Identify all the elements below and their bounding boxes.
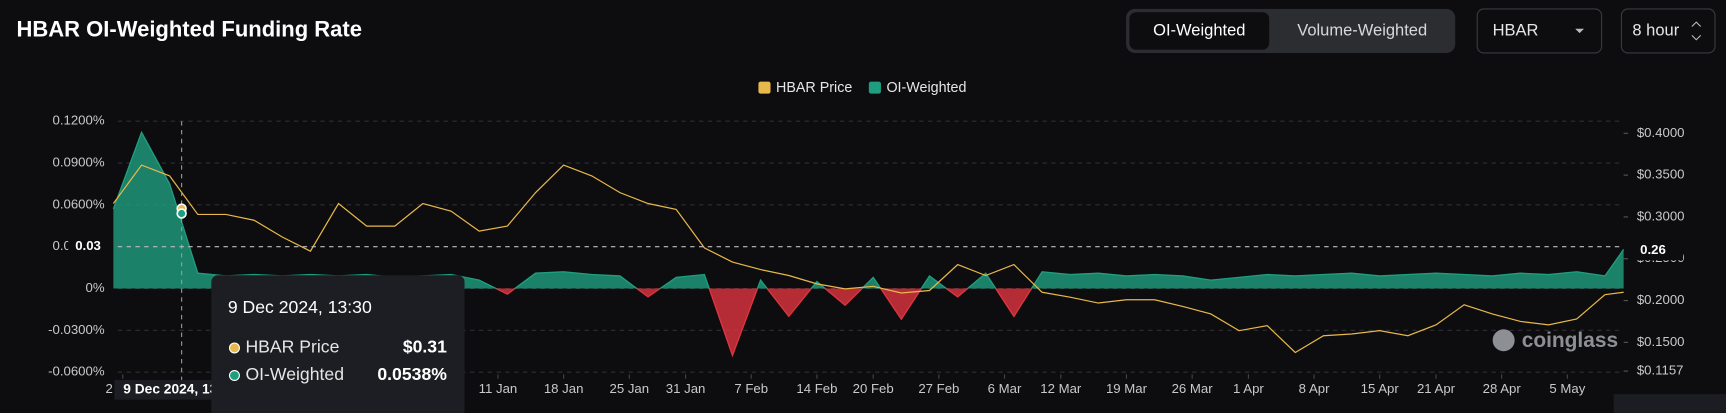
tooltip-box [211, 275, 465, 413]
x-tick-label: 11 Jan [479, 381, 518, 396]
scrollbar [1613, 394, 1726, 413]
spinner-arrows [1691, 21, 1702, 41]
y-tick-label: 0.0900% [53, 155, 105, 170]
legend-label: OI-Weighted [886, 80, 966, 96]
x-tick-label: 8 Apr [1299, 381, 1330, 396]
price-line [112, 164, 1624, 354]
y2-tick-label: $0.2000 [1637, 292, 1685, 307]
y-tick-label: 0% [86, 280, 105, 295]
x-tick-label: 27 Feb [918, 381, 959, 396]
legend-swatch [868, 81, 881, 94]
controls: HBAR 8 hour OI-Weighted Volume-Weighted [1126, 8, 1716, 54]
x-tick-label: 7 Feb [734, 381, 768, 396]
y-tick-label: 0.1200% [53, 113, 105, 128]
y2-tick-label: $0.1500 [1637, 334, 1685, 349]
crosshair-dot [176, 208, 187, 219]
legend-swatch [758, 81, 771, 94]
plot [112, 130, 1625, 358]
tooltip-value: 0.0538% [377, 364, 447, 384]
legend-label: HBAR Price [776, 80, 852, 96]
grid: -0.0600%-0.0300%0%0.0300%0.0600%0.0900%0… [48, 113, 1684, 397]
crosshair: 0.03 0.26 9 Dec 2024, 13:30 [68, 203, 1684, 400]
tooltip-value: $0.31 [403, 337, 447, 357]
tooltip-dot [228, 369, 240, 381]
tab[interactable]: OI-Weighted [1153, 21, 1245, 39]
x-tick-label: 31 Jan [666, 381, 706, 396]
y2-tick-label: $0.3500 [1637, 167, 1685, 182]
x-tick-label: 12 Mar [1040, 381, 1082, 396]
legend: HBAR Price OI-Weighted [758, 80, 966, 96]
tooltip-name: OI-Weighted [245, 364, 344, 384]
interval-value[interactable]: 8 hour [1632, 21, 1679, 39]
watermark-logo [1492, 329, 1515, 352]
y2-tick-label: $0.1157 [1637, 363, 1684, 378]
x-tick-label: 20 Feb [853, 381, 894, 396]
x-tick-label: 6 Mar [988, 381, 1022, 396]
crosshair-y-label: 0.03 [75, 238, 101, 253]
y-tick-label: 0.0600% [53, 196, 105, 211]
y2-tick-label: $0.4000 [1637, 125, 1685, 140]
area-line [112, 130, 1625, 358]
y-tick-label: -0.0600% [48, 364, 105, 379]
x-tick-label: 18 Jan [544, 381, 584, 396]
x-tick-label: 28 Apr [1483, 381, 1522, 396]
tooltip-dot [228, 342, 240, 354]
symbol-select[interactable] [1476, 8, 1603, 54]
tooltip-title: 9 Dec 2024, 13:30 [228, 297, 372, 317]
crosshair-y2-label: 0.26 [1640, 242, 1666, 257]
x-tick-label: 14 Feb [796, 381, 837, 396]
x-tick-label: 19 Mar [1106, 381, 1148, 396]
x-tick-label: 1 Apr [1233, 381, 1264, 396]
tab-active-bg [1129, 12, 1270, 50]
crosshair-label-bg [1628, 240, 1684, 261]
interval-select[interactable] [1620, 8, 1716, 54]
x-tick-label: 21 Apr [1417, 381, 1456, 396]
watermark: coinglass [1522, 329, 1618, 352]
x-tick-label: 25 Jan [609, 381, 649, 396]
tooltip-name: HBAR Price [245, 337, 339, 357]
x-tick-label: 5 May [1549, 381, 1585, 396]
crosshair-x-label-bg [114, 379, 225, 400]
y-tick-label: -0.0300% [48, 322, 105, 337]
crosshair-label-bg [68, 236, 113, 257]
y2-tick-label: $0.3000 [1637, 208, 1685, 223]
crosshair-x-label: 9 Dec 2024, 13:30 [123, 381, 237, 396]
x-tick-label: 15 Apr [1361, 381, 1400, 396]
x-tick-label: 26 Mar [1172, 381, 1214, 396]
tooltip: 9 Dec 2024, 13:30 HBAR Price $0.31 OI-Weigh… [211, 275, 465, 413]
symbol-value[interactable]: HBAR [1493, 21, 1539, 39]
dropdown-arrow [1575, 28, 1585, 34]
tab[interactable]: Volume-Weighted [1297, 21, 1427, 39]
page-title: HBAR OI-Weighted Funding Rate [17, 17, 362, 42]
